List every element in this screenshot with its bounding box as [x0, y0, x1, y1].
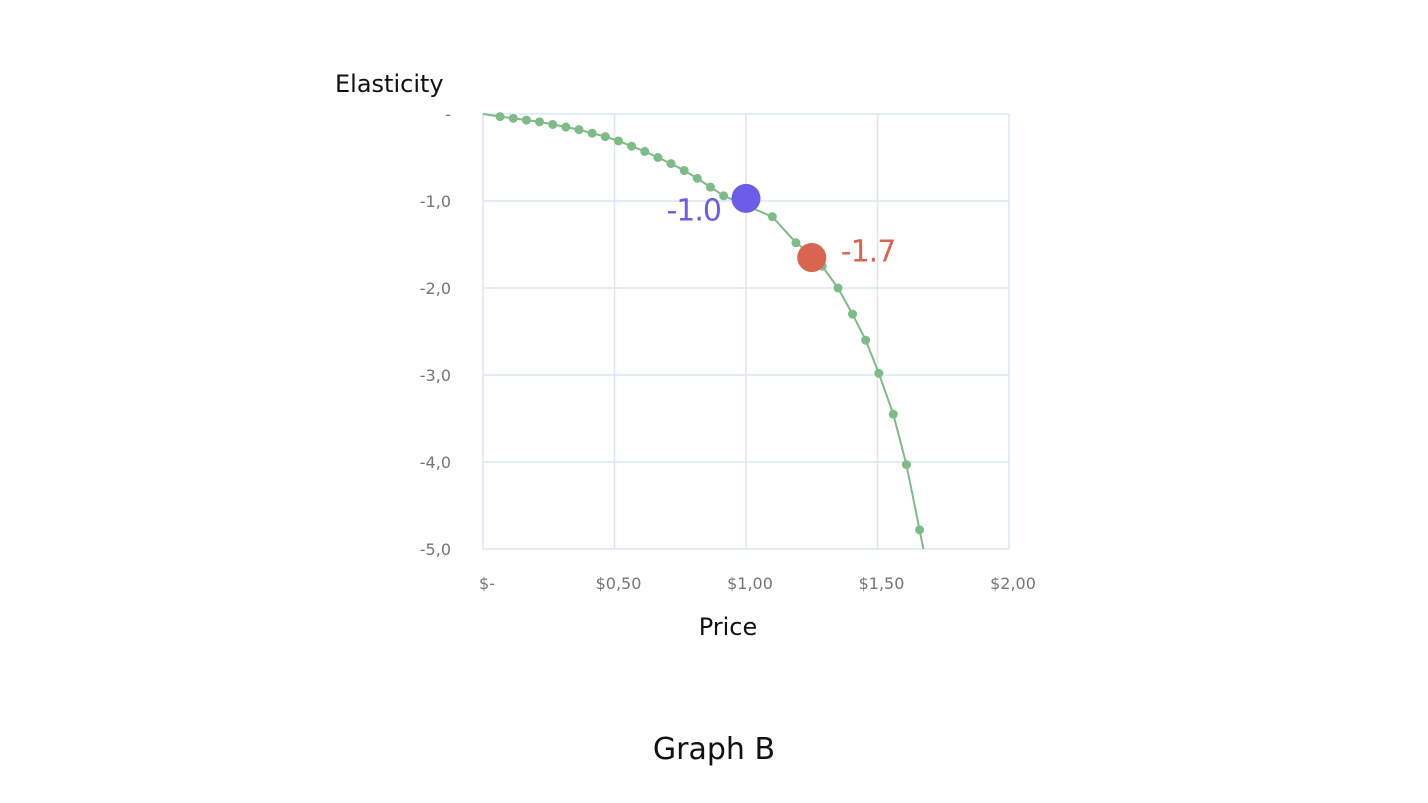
- data-point: [535, 117, 545, 127]
- chart-ticks-layer: $- $0,50 $1,00 $1,50 $2,00 - -1,0 -2,0 -3,0 -4,0 -…: [420, 105, 1036, 593]
- data-point: [508, 113, 518, 123]
- chart-highlight-layer: -1.0 -1.7: [666, 183, 896, 273]
- data-point: [666, 159, 676, 169]
- data-point: [833, 283, 843, 293]
- data-point: [692, 173, 702, 183]
- y-tick-label: -1,0: [420, 192, 451, 211]
- data-point: [848, 309, 858, 319]
- data-point: [574, 125, 584, 135]
- x-tick-label: $2,00: [990, 574, 1036, 593]
- data-point: [874, 368, 884, 378]
- data-point: [613, 136, 623, 146]
- data-point: [653, 153, 663, 162]
- highlight-label: -1.0: [666, 193, 721, 228]
- y-tick-label: -4,0: [420, 453, 451, 472]
- data-point: [561, 122, 571, 132]
- y-tick-label: -3,0: [420, 366, 451, 385]
- chart-grid: [482, 113, 1010, 550]
- data-point: [521, 115, 531, 125]
- data-point: [888, 409, 898, 419]
- data-point: [901, 460, 911, 470]
- x-axis-title: Price: [699, 613, 758, 641]
- x-tick-label: $-: [479, 574, 495, 593]
- data-point: [679, 166, 689, 176]
- data-point: [548, 119, 558, 129]
- data-point: [791, 238, 801, 248]
- data-point: [719, 191, 729, 201]
- data-point: [587, 128, 597, 138]
- data-point: [705, 182, 715, 192]
- highlight-marker: [797, 243, 827, 273]
- graph-caption: Graph B: [652, 732, 776, 767]
- data-point: [627, 141, 637, 151]
- data-point: [600, 132, 610, 142]
- x-tick-label: $1,00: [727, 574, 773, 593]
- y-tick-label: -2,0: [420, 279, 451, 298]
- data-point: [915, 525, 925, 535]
- y-tick-label: -5,0: [420, 540, 451, 559]
- y-tick-label: -: [445, 105, 451, 124]
- chart-curve-layer: [482, 113, 925, 550]
- data-point: [640, 146, 650, 156]
- data-point: [861, 335, 871, 345]
- highlight-marker: [731, 183, 761, 213]
- data-point: [767, 212, 777, 222]
- highlight-label: -1.7: [841, 235, 896, 270]
- data-point: [495, 112, 505, 122]
- chart-points-layer: [495, 112, 925, 535]
- x-tick-label: $0,50: [596, 574, 642, 593]
- elasticity-curve: [482, 113, 925, 550]
- x-tick-label: $1,50: [859, 574, 905, 593]
- y-axis-title: Elasticity: [335, 70, 444, 98]
